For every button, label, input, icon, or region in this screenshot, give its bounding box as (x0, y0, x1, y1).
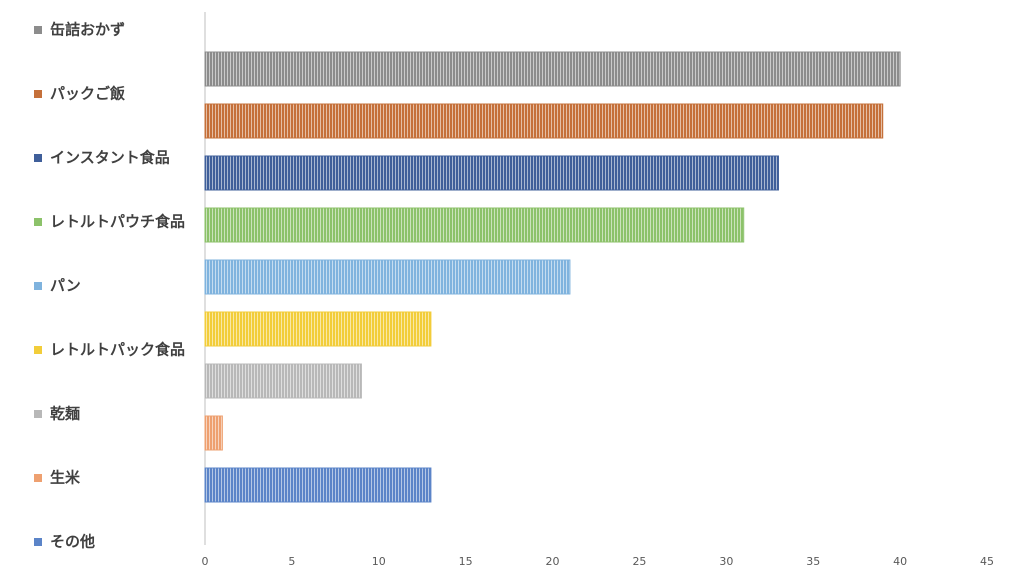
bar (204, 311, 432, 347)
bar (204, 155, 779, 191)
x-tick-label: 40 (893, 555, 907, 568)
legend-label: その他 (50, 533, 95, 551)
bar (204, 259, 571, 295)
legend-swatch (34, 154, 42, 162)
legend-swatch (34, 474, 42, 482)
x-tick-label: 5 (288, 555, 295, 568)
x-tick-label: 0 (202, 555, 209, 568)
bar (204, 51, 901, 87)
legend-label: 乾麺 (50, 405, 80, 423)
x-tick-label: 20 (546, 555, 560, 568)
legend-swatch (34, 346, 42, 354)
legend-swatch (34, 538, 42, 546)
bar (204, 363, 362, 399)
x-tick-label: 25 (632, 555, 646, 568)
legend-swatch (34, 26, 42, 34)
legend-label: パックご飯 (50, 85, 125, 103)
legend-label: 生米 (50, 469, 81, 487)
x-tick-label: 35 (806, 555, 820, 568)
x-tick-label: 15 (459, 555, 473, 568)
bar (204, 103, 884, 139)
legend-swatch (34, 410, 42, 418)
bar (204, 415, 223, 451)
legend-label: レトルトパウチ食品 (50, 213, 185, 231)
legend-label: 缶詰おかず (50, 21, 125, 39)
legend-label: パン (50, 277, 81, 295)
bar (204, 207, 745, 243)
legend-label: レトルトパック食品 (50, 341, 185, 359)
x-tick-label: 10 (372, 555, 386, 568)
legend-label: インスタント食品 (50, 149, 170, 167)
legend-swatch (34, 282, 42, 290)
legend-swatch (34, 90, 42, 98)
legend-swatch (34, 218, 42, 226)
x-tick-label: 45 (980, 555, 994, 568)
x-tick-label: 30 (719, 555, 733, 568)
bar (204, 467, 432, 503)
